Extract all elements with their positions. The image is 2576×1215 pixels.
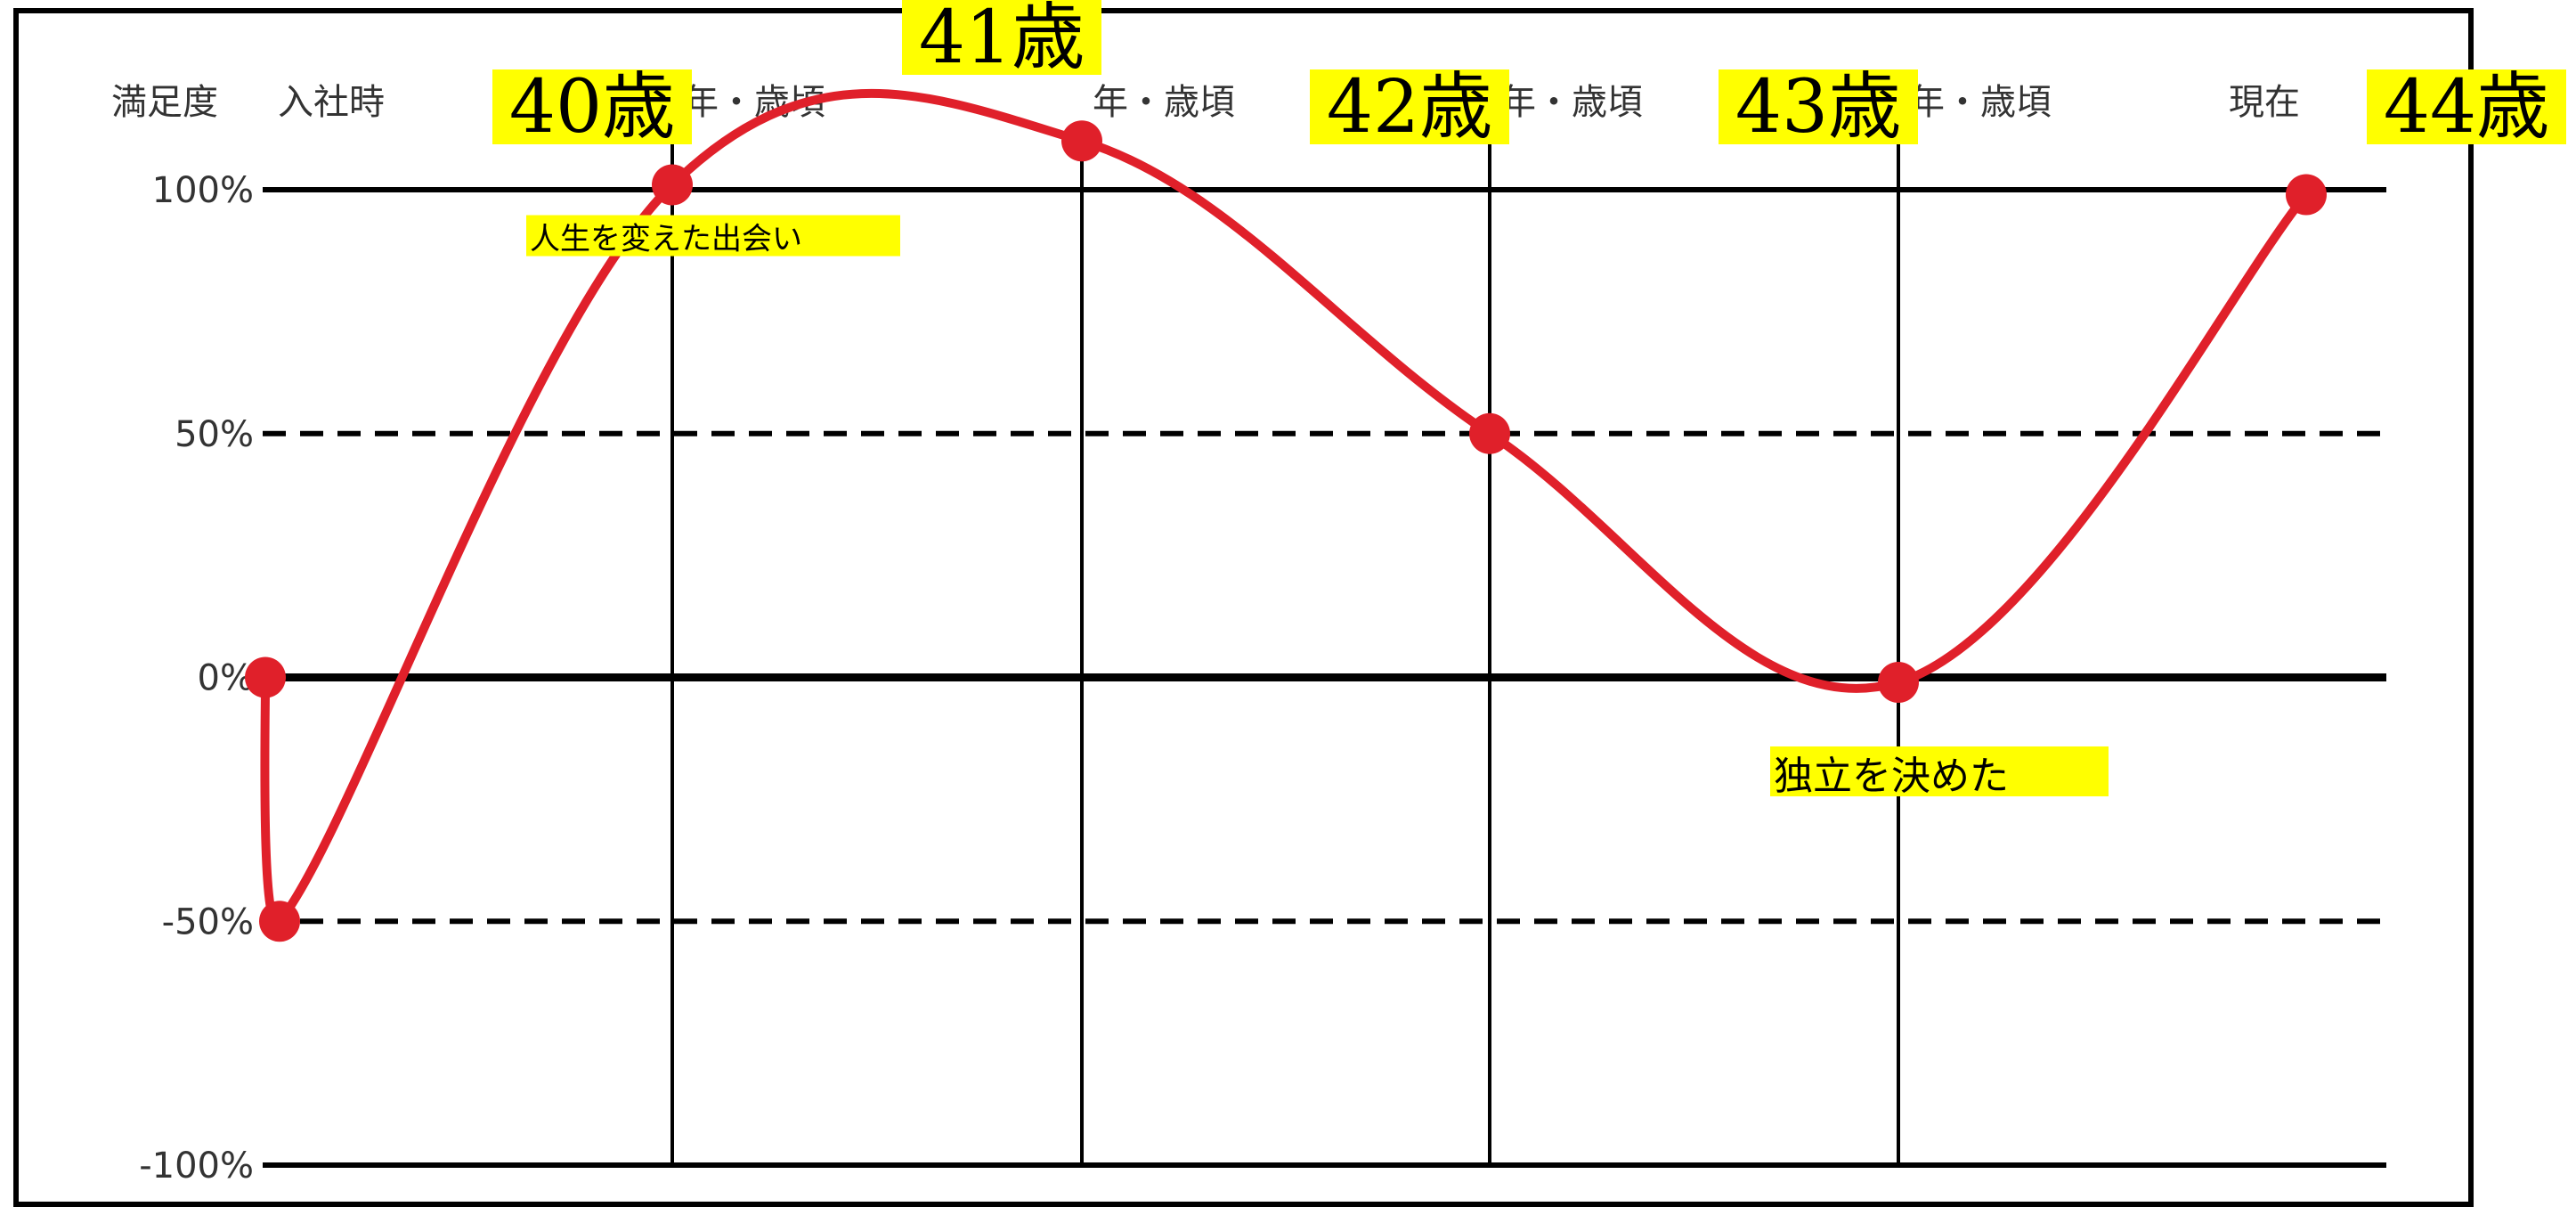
- data-point: [2286, 174, 2327, 216]
- y-tick-label: 0%: [198, 658, 254, 699]
- data-point: [652, 164, 693, 206]
- chart-border: [13, 8, 2474, 1207]
- period-label: 年・歳頃: [1093, 82, 1235, 123]
- age-highlight: [2367, 69, 2566, 144]
- data-point: [1061, 120, 1102, 162]
- data-point: [259, 901, 300, 942]
- age-highlight: [492, 69, 692, 144]
- age-label: 44歳: [2384, 65, 2549, 150]
- y-axis-title: 満足度: [111, 82, 218, 123]
- age-highlight: [1310, 69, 1509, 144]
- y-tick-label: -100%: [139, 1146, 254, 1186]
- annotation-label: 独立を決めた: [1774, 754, 2009, 799]
- period-label: 現在: [2229, 82, 2300, 123]
- y-tick-label: 50%: [175, 414, 254, 455]
- data-point: [1878, 661, 1919, 703]
- annotation-label: 人生を変えた出会い: [530, 222, 802, 257]
- age-highlight: [902, 0, 1101, 75]
- age-label: 41歳: [919, 0, 1085, 80]
- age-label: 42歳: [1327, 65, 1492, 150]
- data-point: [1469, 412, 1510, 454]
- y-tick-label: 100%: [152, 170, 254, 211]
- age-label: 43歳: [1735, 65, 1901, 150]
- annotation-highlight: [1770, 746, 2109, 796]
- annotation-highlight: [526, 215, 900, 257]
- age-label: 40歳: [509, 65, 675, 150]
- period-label: 年・歳頃: [1500, 82, 1643, 123]
- period-label: 年・歳頃: [1909, 82, 2052, 123]
- data-point: [245, 656, 286, 698]
- y-tick-label: -50%: [162, 901, 254, 942]
- age-highlight: [1719, 69, 1918, 144]
- period-label: 入社時: [278, 82, 385, 123]
